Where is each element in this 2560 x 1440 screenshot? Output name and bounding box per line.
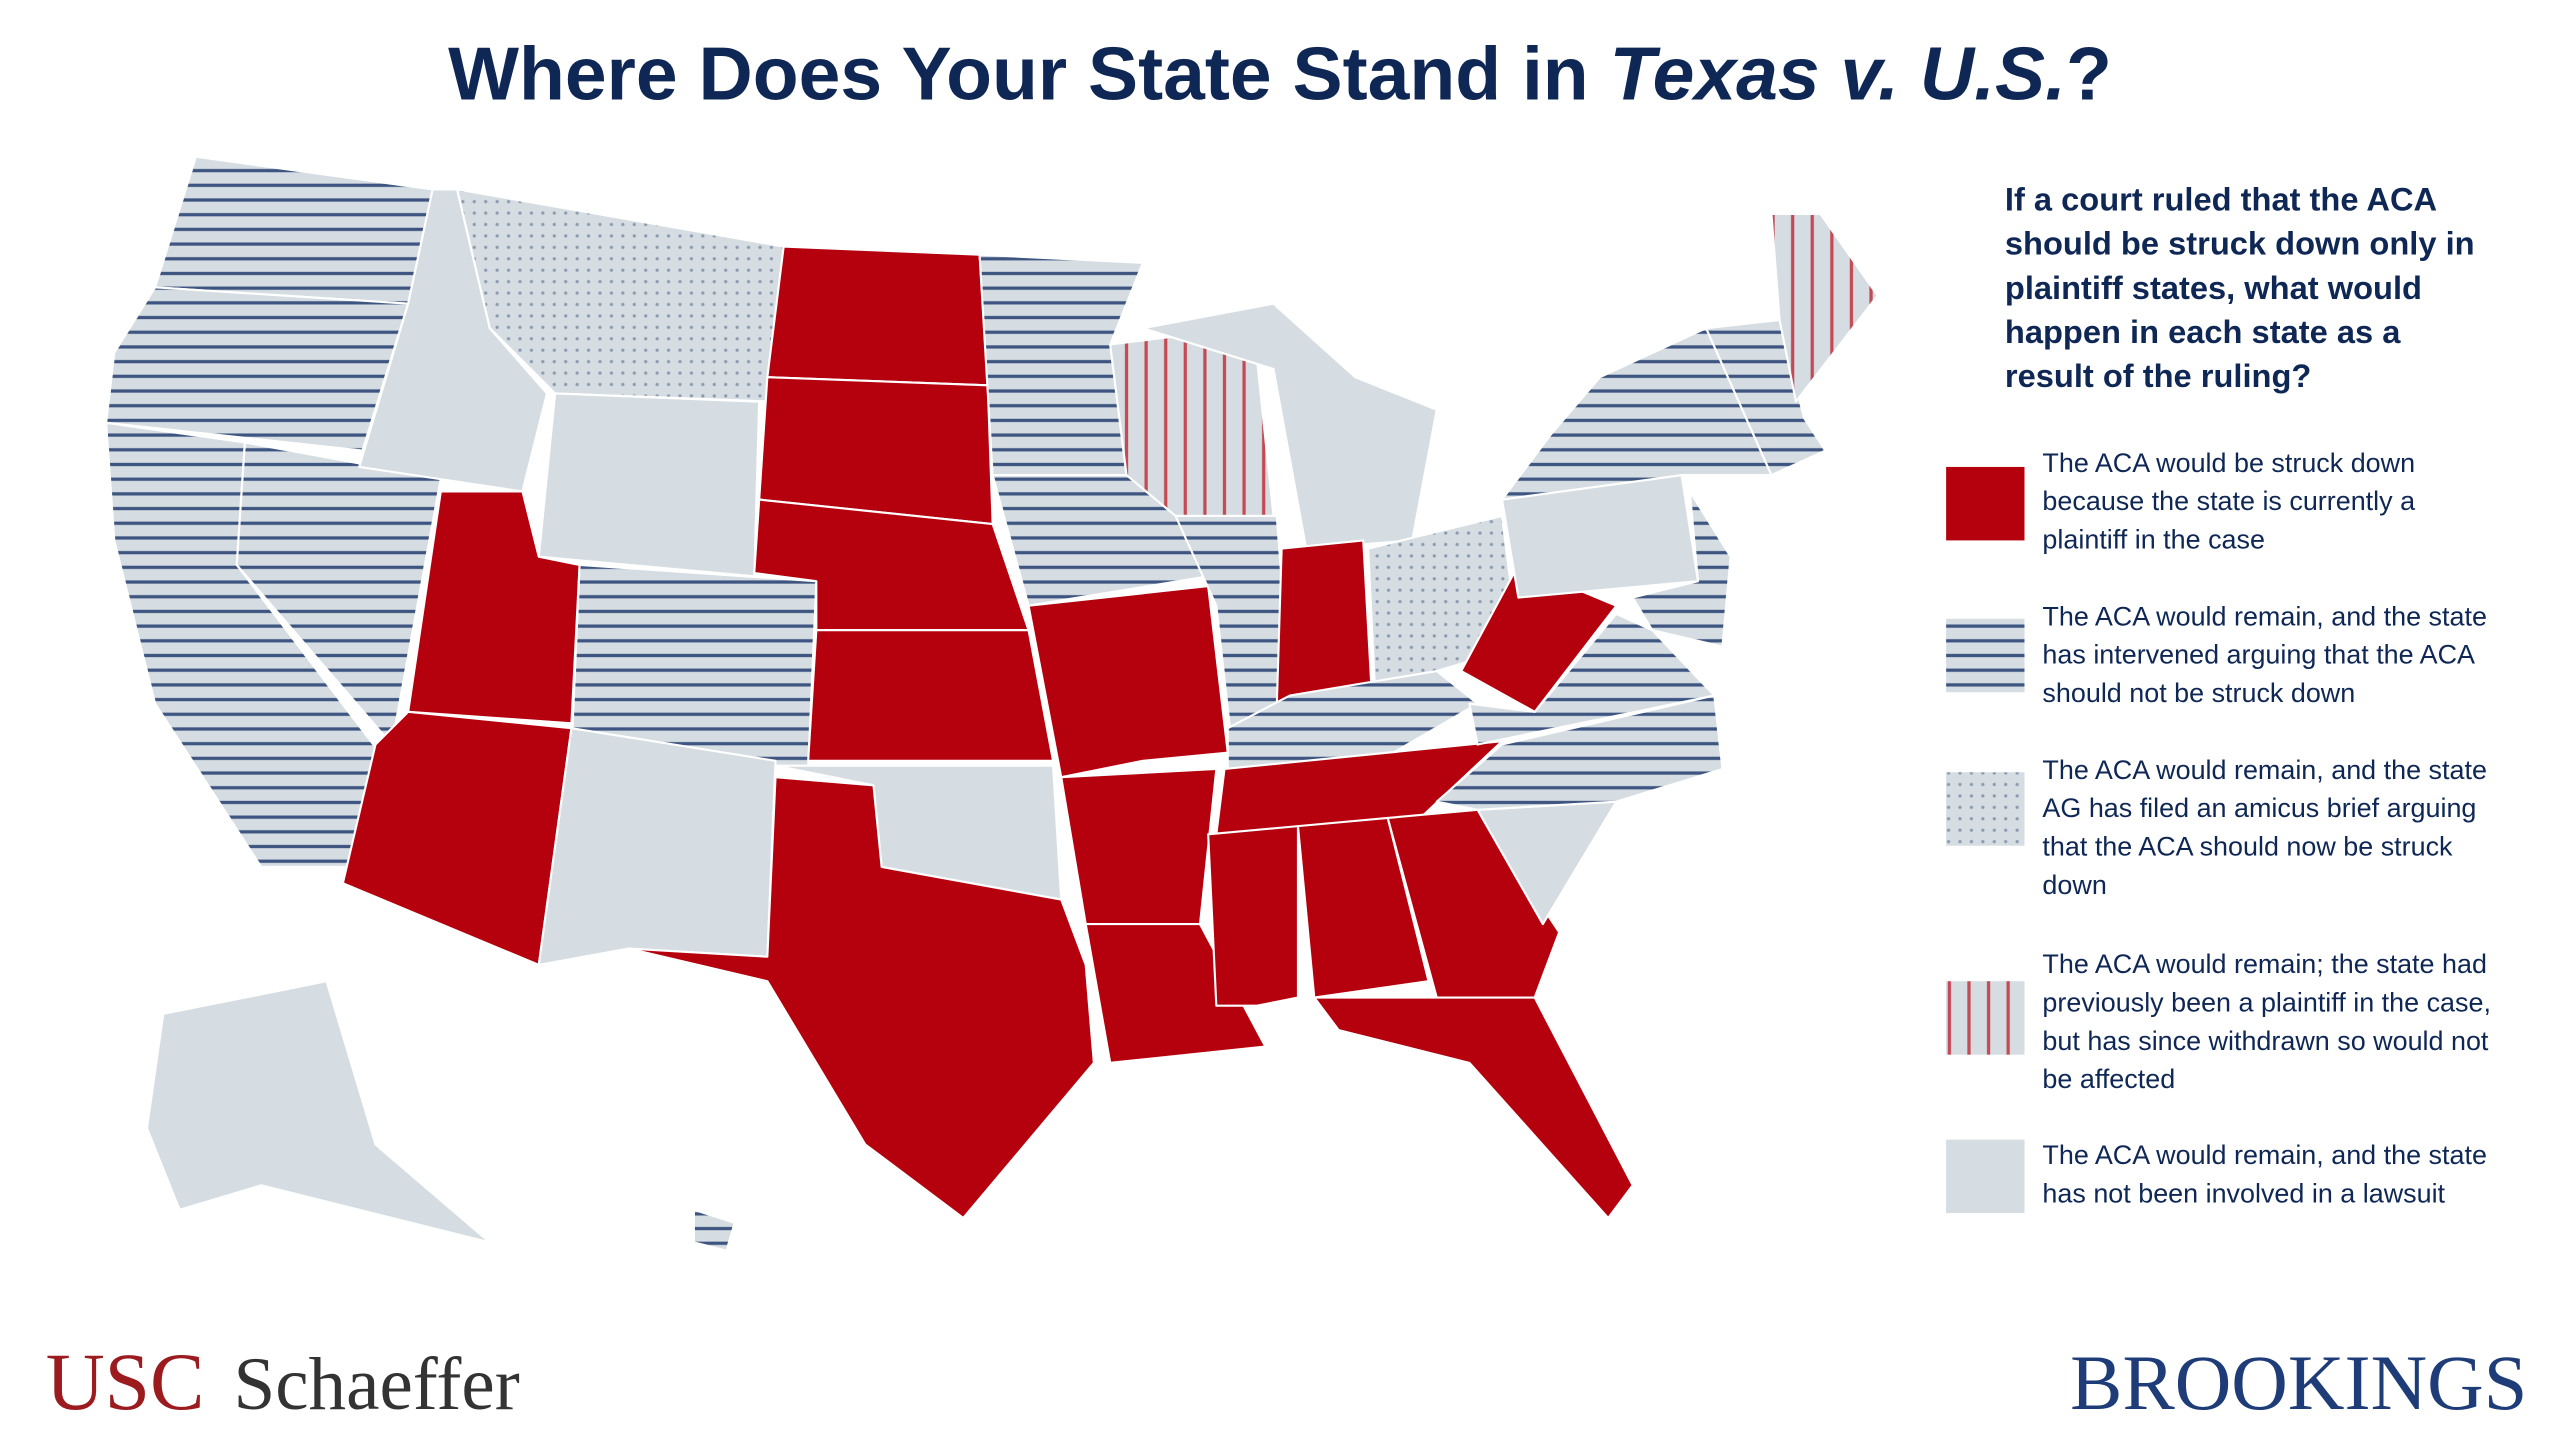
state	[807, 629, 1055, 762]
state	[154, 155, 434, 305]
question-line: plaintiff states, what would	[2005, 269, 2422, 306]
state	[1435, 694, 1724, 811]
state	[145, 980, 491, 1244]
legend	[1946, 466, 2025, 1214]
question-line: result of the ruling?	[2005, 357, 2311, 394]
state	[537, 727, 777, 966]
legend-label: because the state is currently a	[2042, 486, 2415, 516]
state	[1460, 563, 1618, 713]
title-text: Where Does Your State Stand in	[448, 32, 1609, 116]
legend-swatch	[1946, 1139, 2025, 1214]
question: If a court ruled that the ACA should be …	[2005, 181, 2475, 394]
schaeffer-logo: Schaeffer	[233, 1343, 519, 1426]
title: Where Does Your State Stand in Texas v. …	[448, 32, 2112, 116]
state	[627, 776, 1095, 1220]
legend-label: The ACA would remain, and the state	[2042, 601, 2486, 631]
legend-label: previously been a plaintiff in the case,	[2042, 987, 2490, 1017]
state	[766, 245, 989, 387]
state	[692, 1208, 736, 1252]
usc-logo: USC	[46, 1336, 205, 1427]
legend-label: The ACA would be struck down	[2042, 448, 2415, 478]
legend-label: AG has filed an amicus brief arguing	[2042, 793, 2476, 823]
brookings-logo: BROOKINGS	[2070, 1339, 2527, 1426]
title-end: ?	[2066, 32, 2112, 116]
state	[1027, 585, 1229, 779]
state	[1207, 825, 1300, 1007]
question-line: should be struck down only in	[2005, 225, 2475, 262]
state	[1296, 816, 1430, 999]
state	[1313, 996, 1634, 1220]
legend-label: should not be struck down	[2042, 678, 2355, 708]
state	[341, 710, 573, 966]
legend-label: The ACA would remain, and the state	[2042, 1140, 2486, 1170]
legend-text: The ACA would be struck down because the …	[2042, 448, 2490, 1209]
legend-swatch	[1946, 772, 2025, 846]
state	[1275, 539, 1373, 708]
legend-swatch	[1946, 618, 2025, 693]
state	[1705, 318, 1827, 477]
state	[1084, 923, 1267, 1064]
state	[105, 286, 410, 452]
legend-label: but has since withdrawn so would not	[2042, 1026, 2488, 1056]
question-line: If a court ruled that the ACA	[2005, 181, 2437, 218]
legend-swatch	[1946, 466, 2025, 541]
state	[1770, 212, 1879, 403]
legend-label: The ACA would remain; the state had	[2042, 949, 2486, 979]
legend-swatch	[1946, 981, 2025, 1055]
state	[537, 392, 761, 578]
us-map	[105, 155, 1879, 1252]
state	[758, 376, 994, 526]
state	[1631, 490, 1732, 648]
legend-label: has not been involved in a lawsuit	[2042, 1178, 2445, 1208]
state	[1141, 302, 1438, 550]
state	[1386, 808, 1561, 999]
legend-label: be affected	[2042, 1064, 2175, 1094]
legend-label: The ACA would remain, and the state	[2042, 755, 2486, 785]
legend-label: plaintiff in the case	[2042, 525, 2265, 555]
state	[1060, 767, 1218, 926]
legend-label: has intervened arguing that the ACA	[2042, 640, 2475, 670]
legend-label: down	[2042, 870, 2106, 900]
question-line: happen in each state as a	[2005, 313, 2401, 350]
title-italic: Texas v. U.S.	[1610, 32, 2066, 116]
legend-label: that the ACA should now be struck	[2042, 832, 2453, 862]
